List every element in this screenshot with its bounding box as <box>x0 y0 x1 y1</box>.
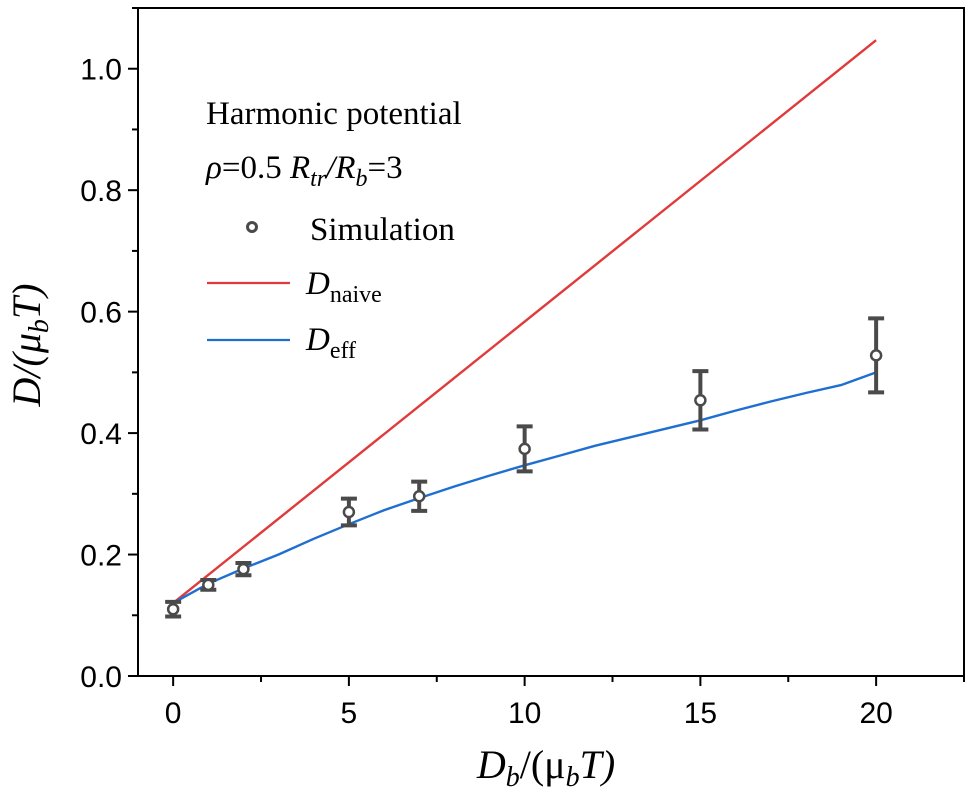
legend-label-naive: Dnaive <box>305 266 382 308</box>
y-tick-label: 1.0 <box>80 54 122 87</box>
y-tick-label: 0.6 <box>80 297 122 330</box>
data-point-marker <box>869 349 883 362</box>
series-line-d-naive <box>172 39 877 605</box>
simulation-point <box>516 424 533 474</box>
data-point-marker <box>694 394 707 407</box>
data-point-marker <box>412 489 426 503</box>
annotation-parameters: ρ=0.5 Rtr/Rb=3 <box>205 150 403 192</box>
simulation-point <box>340 496 357 528</box>
y-tick-label: 0.4 <box>80 418 122 451</box>
y-tick-label: 0.0 <box>80 661 122 694</box>
simulation-point <box>200 578 217 592</box>
simulation-point <box>165 599 182 619</box>
legend-marker-simulation <box>246 221 258 233</box>
legend-label-eff: Deff <box>305 322 356 364</box>
legend-label-simulation: Simulation <box>310 212 455 248</box>
series-line-d-eff <box>172 371 877 605</box>
y-tick-label: 0.2 <box>80 540 122 573</box>
y-tick-label: 0.8 <box>80 175 122 208</box>
x-tick-label: 5 <box>341 697 358 730</box>
annotation-potential: Harmonic potential <box>206 96 462 132</box>
series-layer <box>165 39 885 619</box>
simulation-point <box>235 561 252 578</box>
x-axis-title: Db/(μbT) <box>476 742 615 789</box>
data-point-marker <box>237 562 250 576</box>
plot-border <box>137 7 965 677</box>
simulation-point <box>411 479 428 513</box>
data-point-marker <box>342 505 356 519</box>
ticks-layer: 0 5 10 15 20 0.0 0.2 0.4 0.6 0.8 1.0 <box>80 7 965 730</box>
x-tick-label: 20 <box>859 697 892 730</box>
legend: Simulation Dnaive Deff <box>207 212 455 364</box>
x-tick-label: 10 <box>508 697 541 730</box>
simulation-point <box>692 369 709 432</box>
data-point-marker <box>518 442 531 456</box>
x-tick-label: 0 <box>165 697 182 730</box>
data-point-marker <box>202 578 215 592</box>
x-tick-label: 15 <box>684 697 717 730</box>
y-axis-title: D/(μbT) <box>4 284 55 408</box>
simulation-point <box>868 316 885 395</box>
plot-frame <box>137 7 965 677</box>
data-point-marker <box>166 602 180 616</box>
